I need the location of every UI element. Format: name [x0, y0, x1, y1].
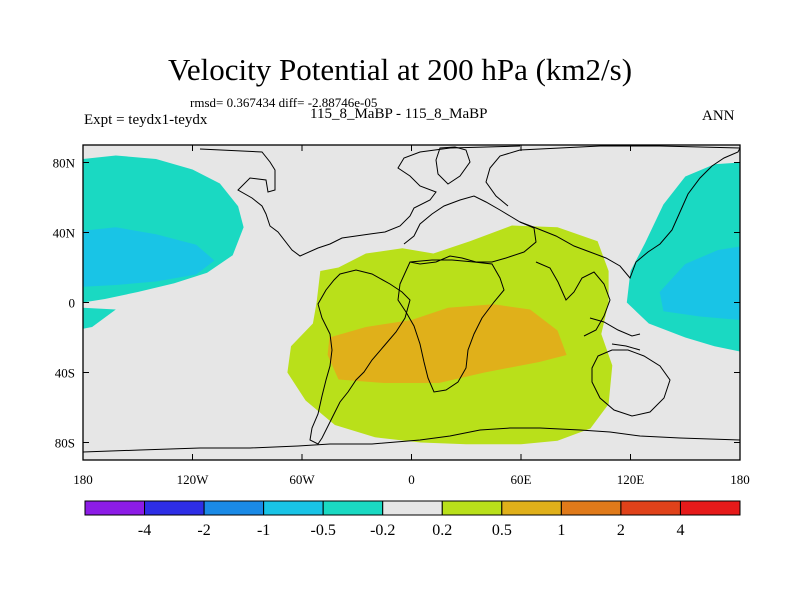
region-west-pacific-south	[83, 307, 116, 329]
colorbar-label: -4	[138, 522, 151, 539]
region-east-pacific-core	[659, 246, 740, 320]
case-label: 115_8_MaBP - 115_8_MaBP	[310, 106, 488, 122]
colorbar-label: -0.5	[311, 522, 336, 539]
colorbar: -4 -2 -1 -0.5 -0.2 0.2 0.5 1 2 4	[84, 500, 741, 539]
y-tick-label: 80S	[55, 436, 75, 451]
coastline-africa	[397, 259, 505, 393]
y-axis: 80N 40N 0 40S 80S	[53, 156, 740, 451]
colorbar-label: -1	[257, 522, 270, 539]
y-tick-label: 40S	[55, 366, 75, 381]
coastline-australia	[591, 349, 671, 417]
colorbar-label: -0.2	[370, 522, 395, 539]
region-west-pacific-north-core	[83, 227, 215, 287]
colorbar-swatch	[560, 500, 622, 516]
chart-title: Velocity Potential at 200 hPa (km2/s)	[167, 52, 633, 87]
coastline-south-asia	[535, 261, 611, 337]
shaded-regions	[83, 155, 740, 445]
coastline-antarctica	[83, 427, 740, 453]
colorbar-swatch	[263, 500, 324, 516]
colorbar-label: 0.5	[492, 522, 512, 539]
x-tick-label: 60E	[511, 472, 532, 487]
x-tick-label: 120E	[617, 472, 645, 487]
colorbar-swatch	[501, 500, 562, 516]
coastline-indonesia	[589, 317, 641, 351]
stats-label: rmsd= 0.367434 diff= -2.88746e-05	[190, 95, 378, 110]
coastline-south-america	[309, 269, 411, 445]
colorbar-label: 1	[557, 522, 565, 539]
x-tick-label: 120W	[177, 472, 210, 487]
x-tick-label: 60W	[289, 472, 315, 487]
coastline-north-america	[199, 145, 521, 257]
x-tick-label: 180	[73, 472, 93, 487]
colorbar-label: 2	[617, 522, 625, 539]
region-africa-indian-core	[327, 304, 567, 383]
coastlines	[83, 145, 740, 453]
colorbar-label: -2	[197, 522, 210, 539]
colorbar-label: 4	[676, 522, 684, 539]
x-tick-label: 180	[730, 472, 750, 487]
colorbar-swatch	[382, 500, 443, 516]
colorbar-swatch	[441, 500, 503, 516]
x-axis: 180 120W 60W 0 60E 120E 180	[73, 145, 750, 487]
colorbar-swatch	[679, 500, 741, 516]
season-label: ANN	[702, 108, 735, 124]
y-tick-label: 80N	[53, 156, 76, 171]
experiment-label: Expt = teydx1-teydx	[84, 112, 208, 128]
colorbar-swatch	[620, 500, 681, 516]
coastline-greenland	[435, 146, 471, 185]
colorbar-label: 0.2	[432, 522, 452, 539]
colorbar-swatch	[203, 500, 265, 516]
coastline-asia	[485, 145, 740, 279]
colorbar-swatch	[84, 500, 146, 516]
y-tick-label: 0	[69, 296, 76, 311]
colorbar-swatch	[144, 500, 205, 516]
colorbar-swatch	[322, 500, 384, 516]
x-tick-label: 0	[408, 472, 415, 487]
y-tick-label: 40N	[53, 226, 76, 241]
